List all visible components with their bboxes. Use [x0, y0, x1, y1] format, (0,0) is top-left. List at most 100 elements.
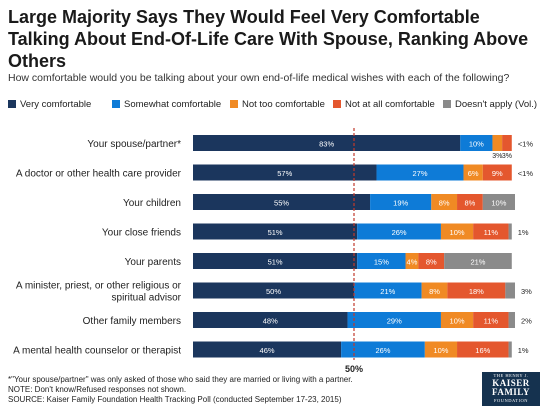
bar-segment [421, 282, 448, 299]
bar-segment [357, 253, 406, 269]
bar-segment [447, 282, 506, 299]
legend-label: Doesn't apply (Vol.) [455, 99, 538, 110]
data-label: 18% [469, 287, 484, 296]
bar-segment [424, 341, 458, 358]
bar-segment [357, 223, 441, 240]
legend-swatch [8, 100, 16, 108]
legend-label: Somewhat comfortable [124, 99, 222, 110]
data-label: 3% [502, 153, 512, 160]
bar-segment [444, 253, 512, 269]
chart-subtitle: How comfortable would you be talking abo… [8, 72, 510, 84]
data-label: 83% [319, 140, 334, 149]
data-label: 51% [268, 228, 283, 237]
bar-segment [502, 135, 512, 151]
data-label: 8% [439, 199, 450, 208]
bar-segment [508, 312, 515, 328]
data-label: 11% [484, 228, 499, 237]
trailing-label: 1% [518, 346, 529, 355]
bar-segment [193, 223, 358, 240]
data-label: 10% [491, 199, 506, 208]
data-label: 51% [268, 258, 283, 267]
category-label: spiritual advisor [112, 293, 182, 304]
category-label: Your spouse/partner* [87, 139, 181, 150]
bar-segment [440, 312, 474, 328]
data-label: 10% [450, 228, 465, 237]
data-label: 10% [450, 317, 465, 326]
bar-segment [457, 194, 483, 210]
data-label: 16% [475, 346, 490, 355]
bar-segment [508, 223, 512, 240]
trailing-label: <1% [518, 140, 534, 149]
bar-segment [193, 253, 358, 269]
legend-label: Not too comfortable [242, 99, 325, 110]
data-label: 46% [260, 346, 275, 355]
data-label: 57% [277, 169, 292, 178]
bar-segment [193, 282, 354, 299]
legend-item-not-at-all-comfortable: Not at all comfortable [333, 98, 435, 112]
kff-logo: THE HENRY J. KAISER FAMILY FOUNDATION [482, 372, 540, 406]
category-label: A mental health counselor or therapist [13, 346, 181, 357]
bar-segment [457, 341, 509, 358]
bar-segment [482, 194, 515, 210]
bar-segment [405, 253, 419, 269]
data-label: 6% [468, 169, 479, 178]
data-label: 10% [469, 140, 484, 149]
category-label: A minister, priest, or other religious o… [16, 281, 182, 292]
data-label: 8% [464, 199, 475, 208]
data-label: 27% [413, 169, 428, 178]
data-label: 26% [375, 346, 390, 355]
category-label: Your children [123, 198, 181, 209]
chart-title: Large Majority Says They Would Feel Very… [8, 7, 529, 71]
category-label: Other family members [83, 316, 181, 327]
bar-segment [193, 341, 342, 358]
data-label: 21% [380, 287, 395, 296]
bar-segment [460, 135, 493, 151]
data-label: 48% [263, 317, 278, 326]
bar-segment [418, 253, 445, 269]
data-label: 8% [429, 287, 440, 296]
bar-segment [431, 194, 458, 210]
data-label: 10% [433, 346, 448, 355]
category-label: Your parents [125, 257, 181, 268]
bar-segment [482, 164, 512, 181]
data-label: 55% [274, 199, 289, 208]
trailing-label: 1% [518, 228, 529, 237]
bar-segment [354, 282, 422, 299]
bar-segment [440, 223, 474, 240]
trailing-label: <1% [518, 169, 534, 178]
bar-segment [376, 164, 464, 181]
bar-segment [463, 164, 483, 181]
data-label: 50% [266, 287, 281, 296]
bar-segment [193, 194, 371, 210]
legend-item-somewhat-comfortable: Somewhat comfortable [112, 98, 221, 112]
logo-line-1: THE HENRY J. [493, 373, 529, 378]
bar-segment [193, 135, 461, 151]
trailing-label: 2% [521, 317, 532, 326]
data-label: 15% [374, 258, 389, 267]
legend-item-doesnt-apply: Doesn't apply (Vol.) [443, 98, 537, 112]
data-label: 19% [393, 199, 408, 208]
data-label: 26% [392, 228, 407, 237]
data-label: 8% [426, 258, 437, 267]
legend-swatch [112, 100, 120, 108]
footnote-spouse: *"Your spouse/partner" was only asked of… [8, 375, 353, 384]
logo-line-3: FAMILY [491, 387, 530, 397]
logo-line-4: FOUNDATION [494, 398, 528, 403]
legend-label: Very comfortable [20, 99, 92, 110]
legend-label: Not at all comfortable [345, 99, 435, 110]
trailing-label: 3% [521, 287, 532, 296]
bar-segment [473, 223, 509, 240]
legend-swatch [443, 100, 451, 108]
bar-segment [370, 194, 432, 210]
footnote-note: NOTE: Don't know/Refused responses not s… [8, 385, 187, 394]
legend-swatch [230, 100, 238, 108]
legend-item-very-comfortable: Very comfortable [8, 98, 91, 112]
bar-segment [492, 135, 503, 151]
data-label: 11% [484, 317, 499, 326]
bar-segment [341, 341, 425, 358]
data-label: 21% [470, 258, 485, 267]
data-label: 4% [407, 258, 418, 267]
bar-segment [473, 312, 509, 328]
category-label: A doctor or other health care provider [16, 169, 182, 180]
